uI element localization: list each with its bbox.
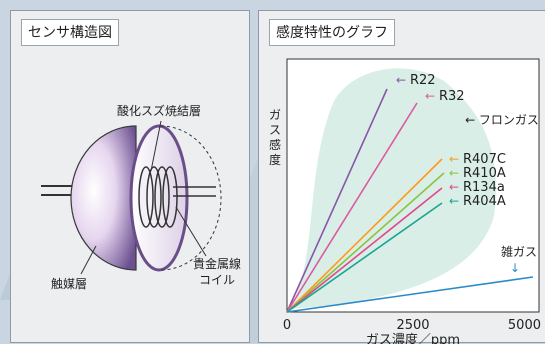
x-tick-label-2: 5000 bbox=[508, 318, 541, 333]
freon-group-label: ← フロンガス bbox=[465, 113, 539, 127]
y-axis-label-char: ガ bbox=[269, 108, 281, 122]
hidden-half-outline bbox=[160, 125, 222, 271]
series-arrow-5: ← bbox=[449, 194, 459, 208]
x-tick-label-1: 2500 bbox=[396, 318, 429, 333]
series-arrow-4: ← bbox=[449, 180, 459, 194]
sensor-structure-panel: センサ構造図 bbox=[10, 10, 250, 343]
catalyst-label: 触媒層 bbox=[51, 277, 87, 291]
series-arrow-2: ← bbox=[449, 152, 459, 166]
y-axis-label-char: 感 bbox=[269, 137, 281, 152]
catalyst-sphere bbox=[70, 125, 137, 271]
series-label-5: R404A bbox=[463, 194, 506, 209]
oxide-layer-label: 酸化スズ焼結層 bbox=[117, 103, 201, 118]
series-arrow-3: ← bbox=[449, 166, 459, 180]
misc-gas-label: 雑ガス bbox=[501, 244, 537, 259]
series-label-2: R407C bbox=[463, 152, 506, 167]
series-line-6 bbox=[286, 276, 534, 313]
coil bbox=[138, 166, 216, 228]
x-axis-label: ガス濃度／ppm bbox=[366, 332, 460, 344]
sensitivity-graph-title: 感度特性のグラフ bbox=[269, 19, 395, 46]
series-label-4: R134a bbox=[463, 180, 505, 195]
coil-label-line2: コイル bbox=[199, 273, 235, 287]
leader-lines bbox=[80, 120, 207, 275]
series-label-3: R410A bbox=[463, 166, 506, 181]
series-line-2 bbox=[286, 158, 443, 313]
series-line-4 bbox=[286, 187, 443, 313]
x-tick-label-0: 0 bbox=[283, 318, 291, 333]
oxide-layer-cut bbox=[129, 124, 189, 272]
y-axis-label-char: ス bbox=[269, 123, 281, 137]
coil-label-line1: 貴金属線 bbox=[193, 256, 241, 271]
lead-wire-left bbox=[41, 185, 76, 196]
misc-gas-arrow: ↓ bbox=[510, 261, 520, 275]
series-label-0: R22 bbox=[410, 73, 436, 88]
series-line-5 bbox=[286, 202, 443, 313]
sensor-structure-diagram: 酸化スズ焼結層 貴金属線 コイル 触媒層 bbox=[41, 103, 241, 291]
sensor-structure-title: センサ構造図 bbox=[21, 19, 119, 46]
y-axis-label-char: 度 bbox=[269, 152, 281, 167]
series-line-3 bbox=[286, 172, 445, 313]
freon-region bbox=[289, 68, 496, 309]
series-arrow-0: ← bbox=[396, 73, 406, 87]
series-arrow-1: ← bbox=[425, 89, 435, 103]
sensitivity-graph-panel: 感度特性のグラフ ガス感度 ← R22 ← R32 ← R407C ← R410A ← R134a… bbox=[258, 10, 545, 344]
series-line-0 bbox=[286, 88, 388, 313]
series-line-1 bbox=[286, 102, 418, 313]
series-label-1: R32 bbox=[439, 89, 465, 104]
